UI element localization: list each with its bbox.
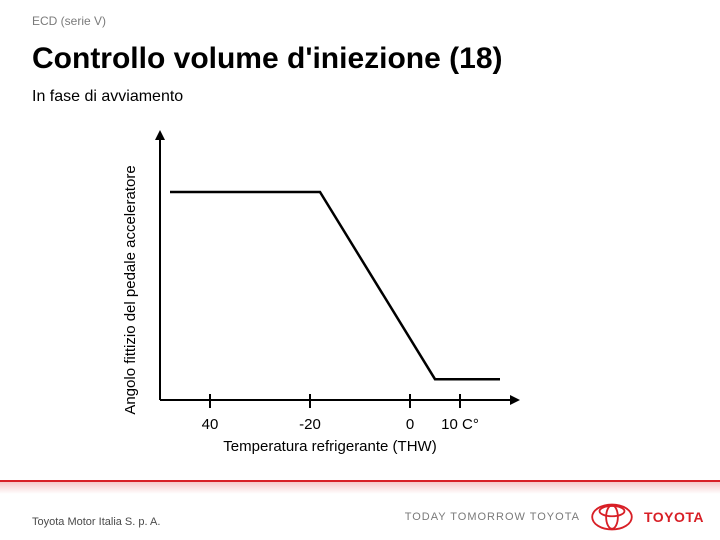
breadcrumb: ECD (serie V) bbox=[32, 14, 106, 28]
chart-x-tick-label: -20 bbox=[299, 416, 321, 433]
toyota-emblem-icon bbox=[590, 502, 634, 532]
chart-container: Angolo fittizio del pedale acceleratore … bbox=[110, 120, 540, 460]
chart-y-axis-label: Angolo fittizio del pedale acceleratore bbox=[122, 165, 139, 414]
brand-logo-block: TODAY TOMORROW TOYOTA TOYOTA bbox=[405, 502, 704, 532]
chart-x-tick-label: 10 C° bbox=[441, 416, 479, 433]
chart-x-tick-label: 40 bbox=[202, 416, 219, 433]
chart-svg bbox=[140, 130, 520, 420]
footer-company: Toyota Motor Italia S. p. A. bbox=[32, 516, 160, 528]
chart-x-tick-label: 0 bbox=[406, 416, 414, 433]
page-subtitle: In fase di avviamento bbox=[32, 88, 183, 106]
brand-accent-divider bbox=[0, 480, 720, 482]
brand-wordmark: TOYOTA bbox=[644, 509, 704, 525]
chart-plot-area bbox=[140, 130, 520, 410]
page-title: Controllo volume d'iniezione (18) bbox=[32, 42, 503, 76]
chart-x-axis-label: Temperatura refrigerante (THW) bbox=[140, 438, 520, 455]
brand-tagline: TODAY TOMORROW TOYOTA bbox=[405, 511, 580, 523]
